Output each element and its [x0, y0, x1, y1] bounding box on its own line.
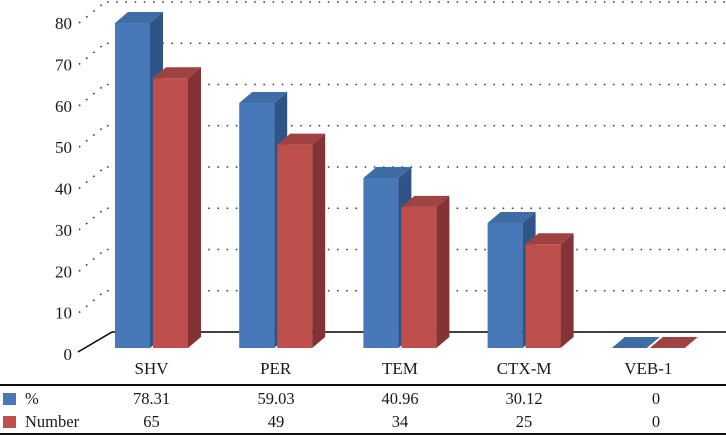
bar-front-%-TEM	[363, 178, 399, 348]
gridline-wall-segment-40	[78, 167, 105, 190]
gridline-wall-segment-70	[78, 43, 105, 65]
y-axis-tick-label-30: 30	[55, 221, 72, 240]
bar-front-%-CTX-M	[487, 223, 523, 348]
bar-side-Number-CTX-M	[560, 233, 574, 348]
bar-top-Number-SHV	[153, 67, 201, 79]
bar-top-%-PER	[239, 92, 288, 104]
series-label-number: Number	[25, 411, 80, 431]
table-cell-number-ctxm: 25	[515, 411, 533, 431]
table-cell-number-veb1: 0	[651, 411, 661, 431]
category-label-CTX-M: CTX-M	[497, 359, 552, 378]
bar-top-%-SHV	[115, 12, 163, 24]
gridline-wall-segment-60	[78, 84, 105, 107]
bar-chart-3d: 0 10 20 30 40 50 60 70 80 SHV PER TEM CTX-M VEB-1	[55, 1, 726, 378]
category-label-TEM: TEM	[382, 359, 418, 378]
gridline-wall-segment-30	[78, 208, 105, 231]
table-cell-percent-per: 59.03	[257, 388, 295, 408]
bar-front-Number-SHV	[153, 78, 188, 348]
series-label-percent: %	[25, 388, 39, 408]
category-label-PER: PER	[260, 359, 292, 378]
bar-front-%-PER	[239, 103, 275, 348]
table-cell-percent-shv: 78.31	[132, 388, 171, 408]
bar-top-Number-PER	[277, 133, 326, 145]
table-cell-percent-ctxm: 30.12	[505, 388, 543, 408]
y-axis-tick-label-20: 20	[55, 262, 72, 281]
bar-side-Number-SHV	[188, 67, 201, 348]
bar-top-Number-CTX-M	[525, 233, 574, 245]
table-cell-percent-tem: 40.96	[381, 388, 419, 408]
gridline-wall-segment-80	[78, 2, 105, 24]
bar-zero-flat-%-VEB-1	[611, 337, 660, 348]
table-row-number-legend: Number	[0, 412, 89, 432]
y-axis-tick-label-40: 40	[55, 180, 72, 199]
table-cell-percent-veb1: 0	[651, 388, 661, 408]
table-row-percent-legend: %	[0, 389, 89, 409]
bar-top-%-TEM	[363, 167, 412, 179]
gridline-wall-segment-50	[78, 126, 105, 148]
bar-front-Number-CTX-M	[525, 244, 561, 348]
bar-front-Number-TEM	[401, 206, 437, 348]
category-label-SHV: SHV	[134, 359, 169, 378]
gridline-wall-segment-10	[78, 291, 105, 314]
legend-swatch-percent	[3, 392, 16, 405]
bar-top-Number-TEM	[401, 195, 450, 207]
y-axis-tick-label-0: 0	[64, 345, 73, 364]
y-axis-tick-label-80: 80	[55, 14, 72, 33]
y-axis-tick-label-60: 60	[55, 97, 72, 116]
category-label-VEB-1: VEB-1	[624, 359, 672, 378]
table-cell-number-tem: 34	[391, 411, 409, 431]
table-cell-number-per: 49	[267, 411, 285, 431]
y-axis-tick-label-50: 50	[55, 138, 72, 157]
y-axis-tick-label-10: 10	[55, 304, 72, 323]
y-axis-tick-label-70: 70	[55, 55, 72, 74]
bar-front-%-SHV	[115, 23, 150, 349]
gridline-wall-segment-20	[78, 249, 105, 272]
bar-front-Number-PER	[277, 144, 313, 348]
chart-data-table: % 78.31 59.03 40.96 30.12 0 Number 65 49…	[0, 384, 726, 435]
bar-side-Number-PER	[312, 133, 326, 348]
floor-edge-diagonal	[77, 331, 113, 353]
bar-top-%-CTX-M	[487, 212, 536, 224]
table-cell-number-shv: 65	[143, 411, 160, 431]
legend-swatch-number	[3, 415, 16, 428]
bar-side-Number-TEM	[436, 195, 450, 348]
bar-zero-flat-Number-VEB-1	[649, 337, 698, 348]
